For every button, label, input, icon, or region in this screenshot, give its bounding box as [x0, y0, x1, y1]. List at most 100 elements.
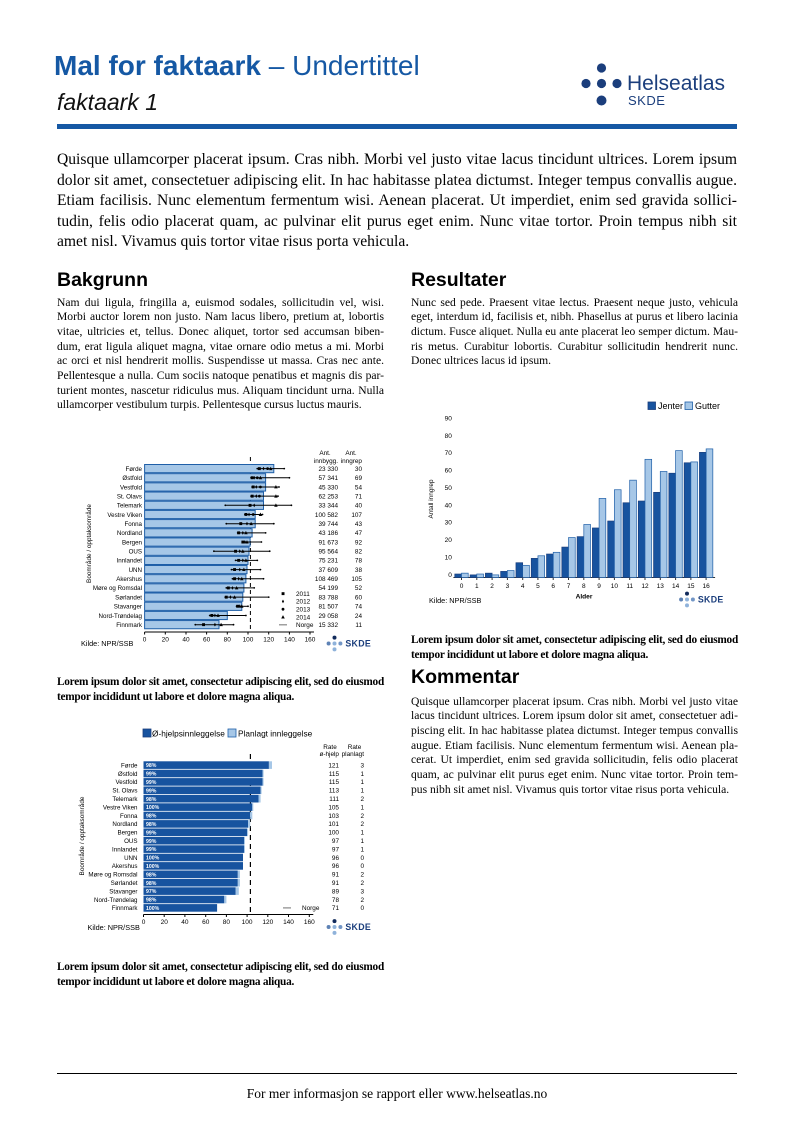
svg-text:0: 0	[142, 919, 146, 926]
svg-text:39 744: 39 744	[318, 521, 338, 528]
svg-text:113: 113	[329, 788, 340, 795]
svg-text:43 186: 43 186	[318, 530, 338, 537]
svg-text:Bergen: Bergen	[122, 539, 143, 546]
svg-text:140: 140	[284, 637, 295, 644]
svg-text:70: 70	[445, 450, 453, 457]
svg-text:Rate: Rate	[323, 744, 337, 751]
svg-text:2: 2	[360, 813, 364, 820]
svg-text:0: 0	[360, 863, 364, 870]
svg-text:Vestfold: Vestfold	[120, 484, 143, 491]
svg-text:Kilde: NPR/SSB: Kilde: NPR/SSB	[81, 639, 133, 648]
svg-text:57 341: 57 341	[318, 475, 338, 482]
svg-text:Antall inngrep: Antall inngrep	[428, 479, 435, 519]
svg-text:120: 120	[262, 919, 273, 926]
svg-text:Ant.: Ant.	[345, 450, 357, 457]
svg-text:20: 20	[161, 919, 169, 926]
svg-text:98%: 98%	[146, 872, 157, 878]
svg-text:52: 52	[355, 585, 363, 592]
svg-text:0: 0	[360, 855, 364, 862]
svg-text:115: 115	[329, 779, 340, 786]
svg-text:38: 38	[355, 567, 363, 574]
svg-text:71: 71	[355, 493, 363, 500]
svg-text:0: 0	[448, 572, 452, 579]
svg-text:Førde: Førde	[125, 466, 142, 473]
svg-text:91: 91	[332, 872, 340, 879]
svg-text:Sørlandet: Sørlandet	[111, 880, 138, 887]
svg-text:Nord-Trøndelag: Nord-Trøndelag	[99, 613, 143, 620]
svg-text:Nordland: Nordland	[112, 821, 138, 828]
svg-text:Vestfold: Vestfold	[115, 779, 138, 786]
svg-text:2012: 2012	[296, 599, 311, 606]
svg-text:Planlagt innleggelse: Planlagt innleggelse	[238, 729, 313, 739]
svg-text:98%: 98%	[146, 822, 157, 828]
svg-text:1: 1	[360, 788, 364, 795]
svg-text:3: 3	[360, 888, 364, 895]
svg-text:Nordland: Nordland	[117, 530, 143, 537]
svg-text:60: 60	[445, 468, 453, 475]
svg-text:Sørlandet: Sørlandet	[115, 594, 142, 601]
svg-text:99%: 99%	[146, 780, 157, 786]
svg-text:Gutter: Gutter	[695, 401, 720, 411]
svg-text:80: 80	[445, 433, 453, 440]
svg-text:15: 15	[687, 583, 695, 590]
svg-text:20: 20	[445, 537, 453, 544]
svg-text:108 469: 108 469	[315, 576, 339, 583]
svg-text:11: 11	[626, 583, 633, 590]
svg-text:60: 60	[203, 637, 211, 644]
svg-text:SKDE: SKDE	[628, 93, 665, 108]
svg-text:SKDE: SKDE	[698, 595, 724, 605]
svg-text:29 058: 29 058	[318, 613, 338, 620]
svg-text:100%: 100%	[146, 856, 160, 862]
svg-text:10: 10	[445, 554, 453, 561]
svg-text:Ant.: Ant.	[319, 450, 331, 457]
svg-text:99%: 99%	[146, 772, 157, 778]
svg-text:Vestre Viken: Vestre Viken	[103, 804, 138, 811]
svg-text:2011: 2011	[296, 591, 310, 598]
svg-text:Akershus: Akershus	[112, 863, 138, 870]
svg-text:30: 30	[355, 466, 363, 473]
svg-text:1: 1	[360, 771, 364, 778]
svg-text:Møre og Romsdal: Møre og Romsdal	[88, 872, 137, 879]
svg-text:71: 71	[332, 905, 340, 912]
svg-text:St. Olavs: St. Olavs	[112, 788, 137, 795]
svg-text:13: 13	[657, 583, 665, 590]
svg-text:91 673: 91 673	[318, 539, 338, 546]
svg-text:11: 11	[355, 622, 362, 629]
svg-text:90: 90	[445, 415, 453, 422]
svg-text:23 330: 23 330	[318, 466, 338, 473]
svg-text:Helseatlas: Helseatlas	[627, 72, 725, 95]
svg-text:Norge: Norge	[302, 905, 320, 912]
svg-text:1: 1	[360, 830, 364, 837]
svg-text:0: 0	[360, 905, 364, 912]
svg-text:98%: 98%	[146, 881, 157, 887]
svg-text:Nord-Trøndelag: Nord-Trøndelag	[94, 897, 138, 904]
svg-text:1: 1	[360, 779, 364, 786]
svg-text:Alder: Alder	[576, 594, 593, 601]
svg-text:Østfold: Østfold	[118, 771, 138, 778]
svg-text:Finnmark: Finnmark	[112, 905, 139, 912]
svg-text:14: 14	[672, 583, 680, 590]
svg-text:Jenter: Jenter	[658, 401, 683, 411]
svg-text:98%: 98%	[146, 797, 157, 803]
svg-text:50: 50	[445, 485, 453, 492]
svg-text:100%: 100%	[146, 906, 160, 912]
svg-text:89: 89	[332, 888, 340, 895]
svg-text:40: 40	[181, 919, 189, 926]
svg-text:140: 140	[283, 919, 294, 926]
svg-text:0: 0	[143, 637, 147, 644]
svg-text:Telemark: Telemark	[112, 796, 138, 803]
svg-text:45 330: 45 330	[318, 484, 338, 491]
svg-text:5: 5	[536, 583, 540, 590]
svg-text:Bergen: Bergen	[118, 830, 139, 837]
svg-text:40: 40	[182, 637, 190, 644]
svg-text:2: 2	[490, 583, 494, 590]
svg-text:Boområde / opptaksområde: Boområde / opptaksområde	[85, 504, 93, 583]
svg-text:100: 100	[242, 919, 253, 926]
svg-text:2014: 2014	[296, 614, 311, 621]
svg-text:0: 0	[460, 583, 464, 590]
svg-text:96: 96	[332, 855, 340, 862]
svg-text:UNN: UNN	[129, 567, 142, 574]
svg-text:78: 78	[332, 897, 340, 904]
svg-text:Stavanger: Stavanger	[109, 888, 137, 895]
svg-text:24: 24	[355, 613, 363, 620]
